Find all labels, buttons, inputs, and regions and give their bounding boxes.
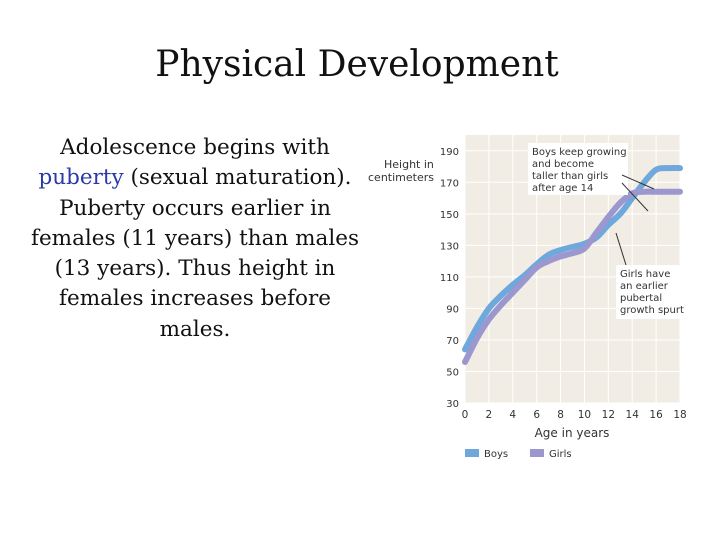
body-text-part-2: (sexual maturation). Puberty occurs earl… <box>31 165 359 342</box>
y-tick-label-90: 90 <box>446 304 459 315</box>
y-tick-labels: 30 50 70 90 110 130 150 170 190 <box>440 147 459 410</box>
slide-title: Physical Development <box>155 44 559 85</box>
slide-body-text: Adolescence begins with puberty (sexual … <box>30 133 360 345</box>
y-axis-label-line-1: Height in centimeters <box>368 158 434 184</box>
x-tick-label-18: 18 <box>673 409 686 421</box>
legend-label-boys: Boys <box>484 449 508 460</box>
y-tick-label-110: 110 <box>440 273 459 284</box>
x-tick-label-0: 0 <box>462 409 469 421</box>
legend-swatch-boys <box>465 449 479 457</box>
annotation-girls-line-4: growth spurt <box>620 305 684 316</box>
series-line-girls <box>462 188 683 365</box>
y-tick-label-30: 30 <box>446 399 459 410</box>
annotation-girls-line-2: an earlier <box>620 281 669 292</box>
series-lines <box>462 164 683 365</box>
annotation-boys-line-2: and become <box>532 159 594 170</box>
annotation-boys-line-1: Boys keep growing <box>532 147 627 158</box>
annotation-girls-line-3: pubertal <box>620 293 662 304</box>
x-tick-labels: 0 2 4 6 8 10 12 14 16 18 <box>462 409 687 421</box>
y-tick-label-150: 150 <box>440 210 459 221</box>
annotation-girls: Girls have an earlier pubertal growth sp… <box>615 232 688 319</box>
legend: Boys Girls <box>465 449 572 460</box>
annotation-boys-line-3: taller than girls <box>532 171 608 182</box>
x-tick-label-12: 12 <box>602 409 615 421</box>
annotation-boys-pointer-1 <box>621 174 655 190</box>
legend-swatch-girls <box>530 449 544 457</box>
body-text-part-1: Adolescence begins with <box>60 135 330 160</box>
y-tick-label-130: 130 <box>440 241 459 252</box>
annotation-girls-pointer <box>615 232 627 266</box>
x-tick-label-8: 8 <box>557 409 564 421</box>
annotation-boys: Boys keep growing and become taller than… <box>528 143 655 212</box>
y-tick-label-190: 190 <box>440 147 459 158</box>
x-tick-label-4: 4 <box>509 409 516 421</box>
y-tick-label-70: 70 <box>446 336 459 347</box>
legend-label-girls: Girls <box>549 449 572 460</box>
x-tick-label-14: 14 <box>626 409 640 421</box>
series-line-boys <box>462 164 683 353</box>
x-axis-label: Age in years <box>535 426 610 440</box>
x-tick-label-10: 10 <box>578 409 591 421</box>
x-tick-label-6: 6 <box>533 409 540 421</box>
puberty-term: puberty <box>38 165 124 191</box>
annotation-boys-pointer-2 <box>621 182 649 212</box>
x-tick-label-16: 16 <box>649 409 663 421</box>
y-tick-label-50: 50 <box>446 367 459 378</box>
x-tick-label-2: 2 <box>486 409 493 421</box>
y-tick-label-170: 170 <box>440 178 459 189</box>
annotation-girls-line-1: Girls have <box>620 269 670 280</box>
annotation-boys-line-4: after age 14 <box>532 183 593 194</box>
